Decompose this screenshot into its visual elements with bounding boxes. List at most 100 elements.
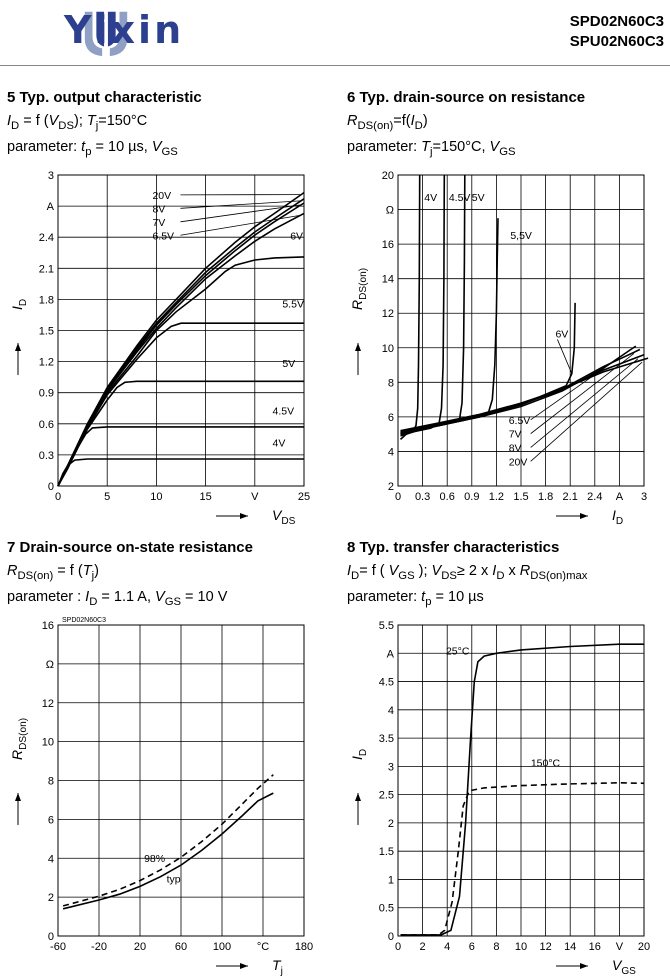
y-tick-label: 6 <box>388 412 394 424</box>
series-label: 20V <box>152 190 171 202</box>
series-label: 4.5V <box>273 405 295 417</box>
series-label: 20V <box>509 456 528 468</box>
series-label: 5V <box>472 192 485 204</box>
plot-frame <box>57 624 305 937</box>
y-tick-label: 1 <box>388 874 394 886</box>
y-tick-label: 1.8 <box>39 294 54 306</box>
series-label: 150°C <box>531 757 561 769</box>
y-tick-label: 5.5 <box>379 620 394 632</box>
x-axis-label: VDS <box>272 507 296 527</box>
chart-7-plot-area: -60 -20 20 60 100 °C 180 0 2 4 6 8 10 12 Ω 16 Tj RDS(on) S… <box>9 617 313 977</box>
label-leader <box>530 358 639 448</box>
y-tick-label: 0.3 <box>39 450 54 462</box>
x-tick-label: 14 <box>564 941 576 953</box>
x-tick-label: 0.6 <box>440 491 455 503</box>
series-label: 5,5V <box>510 230 532 242</box>
y-tick-label: 2.4 <box>39 232 54 244</box>
series-label: 6V <box>290 230 303 242</box>
x-tick-label: 12 <box>539 941 551 953</box>
x-axis-label: VGS <box>612 957 636 977</box>
y-tick-label: 1.5 <box>379 846 394 858</box>
y-tick-label: Ω <box>46 659 54 671</box>
x-tick-label: 15 <box>199 491 211 503</box>
x-tick-label: 0.9 <box>464 491 479 503</box>
y-axis-label: RDS(on) <box>9 718 29 760</box>
y-tick-label: 2 <box>388 481 394 493</box>
x-tick-label: 10 <box>150 491 162 503</box>
chart-8-function: ID= f ( VGS ); VDS≥ 2 x ID x RDS(on)max <box>347 563 588 582</box>
chart-5-function: ID = f (VDS); Tj=150°C <box>7 113 148 132</box>
y-tick-label: 4 <box>388 705 394 717</box>
y-tick-label: 2 <box>388 818 394 830</box>
y-tick-label: 12 <box>42 698 54 710</box>
part-numbers: SPD02N60C3 SPU02N60C3 <box>570 12 664 52</box>
y-axis-label: ID <box>349 749 369 760</box>
series-line <box>62 774 274 907</box>
series-label: 8V <box>509 442 522 454</box>
x-axis-arrowhead <box>580 963 588 969</box>
chart-6-function: RDS(on)=f(ID) <box>347 113 428 132</box>
x-tick-label: 4 <box>444 941 450 953</box>
series-line <box>400 781 645 936</box>
part-number-2: SPU02N60C3 <box>569 33 664 50</box>
x-tick-label: °C <box>257 941 269 953</box>
part-number-1: SPD02N60C3 <box>569 13 664 30</box>
y-tick-label: 4 <box>48 853 54 865</box>
x-tick-label: 10 <box>515 941 527 953</box>
x-tick-label: A <box>616 491 624 503</box>
series-label: 4V <box>424 192 437 204</box>
y-axis-arrowhead <box>15 343 21 351</box>
plot-frame <box>397 174 645 487</box>
x-axis-arrowhead <box>580 513 588 519</box>
x-axis-label: ID <box>612 507 623 527</box>
x-tick-label: V <box>616 941 624 953</box>
series-label: 4V <box>273 438 286 450</box>
y-tick-label: 3 <box>388 761 394 773</box>
x-tick-label: 1.8 <box>538 491 553 503</box>
x-tick-label: -60 <box>50 941 66 953</box>
series-line <box>57 458 304 487</box>
series-label: 8V <box>152 203 165 215</box>
brand-logo-icon <box>84 11 128 57</box>
x-tick-label: 0 <box>395 941 401 953</box>
series-label: 6V <box>555 328 568 340</box>
y-tick-label: Ω <box>386 205 394 217</box>
y-tick-label: 14 <box>382 274 394 286</box>
x-tick-label: 2 <box>420 941 426 953</box>
series-label: 4.5V <box>449 192 471 204</box>
y-axis-arrowhead <box>15 793 21 801</box>
chart-6-title: 6 Typ. drain-source on resistance <box>347 89 586 106</box>
x-tick-label: 2.1 <box>563 491 578 503</box>
series-label: 98% <box>144 853 165 865</box>
y-tick-label: 10 <box>382 343 394 355</box>
chart-8-title: 8 Typ. transfer characteristics <box>347 539 560 556</box>
y-tick-label: 2 <box>48 892 54 904</box>
y-axis-label: RDS(on) <box>349 268 369 310</box>
series-label: 7V <box>152 217 165 229</box>
series-label: 7V <box>509 429 522 441</box>
y-tick-label: 8 <box>388 377 394 389</box>
y-tick-label: 0.5 <box>379 903 394 915</box>
chart-7-title: 7 Drain-source on-state resistance <box>7 539 253 556</box>
y-tick-label: A <box>47 201 55 213</box>
x-tick-label: 0 <box>395 491 401 503</box>
x-tick-label: 1.5 <box>513 491 528 503</box>
y-axis-arrowhead <box>355 343 361 351</box>
series-label: 6.5V <box>152 230 174 242</box>
series-label: 6.5V <box>509 415 531 427</box>
y-tick-label: 0 <box>48 931 54 943</box>
y-tick-label: 16 <box>42 620 54 632</box>
x-tick-label: 8 <box>493 941 499 953</box>
series-label: typ <box>167 874 181 886</box>
chart-6-parameter: parameter: Tj=150°C, VGS <box>347 139 516 158</box>
label-leader <box>180 200 301 209</box>
plot-frame <box>397 624 645 937</box>
x-tick-label: 16 <box>589 941 601 953</box>
chart-5-parameter: parameter: tp = 10 µs, VGS <box>7 139 178 158</box>
chart-subtitle: SPD02N60C3 <box>62 617 106 624</box>
x-axis-arrowhead <box>240 963 248 969</box>
x-tick-label: 60 <box>175 941 187 953</box>
series-line <box>400 348 641 434</box>
y-tick-label: A <box>387 648 395 660</box>
